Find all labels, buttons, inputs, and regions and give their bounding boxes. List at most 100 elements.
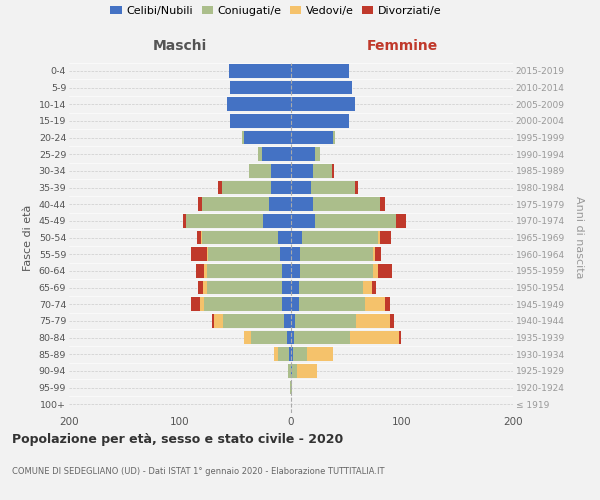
Text: Maschi: Maschi — [153, 40, 207, 54]
Bar — [300, 248, 373, 261]
Bar — [292, 364, 296, 378]
Bar — [311, 180, 355, 194]
Bar — [291, 348, 293, 361]
Bar — [222, 180, 271, 194]
Bar — [196, 264, 205, 278]
Bar — [316, 214, 397, 228]
Text: Popolazione per età, sesso e stato civile - 2020: Popolazione per età, sesso e stato civil… — [12, 432, 343, 446]
Bar — [212, 314, 214, 328]
Bar — [271, 180, 291, 194]
Bar — [197, 230, 201, 244]
Bar — [291, 180, 311, 194]
Bar — [385, 298, 390, 311]
Bar — [280, 248, 291, 261]
Bar — [380, 198, 385, 211]
Bar — [291, 298, 299, 311]
Bar — [398, 330, 401, 344]
Bar — [201, 230, 202, 244]
Legend: Celibi/Nubili, Coniugati/e, Vedovi/e, Divorziati/e: Celibi/Nubili, Coniugati/e, Vedovi/e, Di… — [110, 6, 442, 16]
Bar — [376, 248, 381, 261]
Bar — [295, 330, 350, 344]
Bar — [258, 148, 262, 161]
Bar — [293, 348, 307, 361]
Bar — [291, 264, 300, 278]
Bar — [278, 348, 289, 361]
Bar — [242, 130, 244, 144]
Bar — [390, 314, 394, 328]
Bar — [302, 230, 377, 244]
Bar — [263, 214, 291, 228]
Bar — [206, 264, 282, 278]
Bar — [230, 114, 291, 128]
Bar — [202, 198, 269, 211]
Bar — [332, 164, 334, 177]
Bar — [218, 180, 222, 194]
Bar — [299, 298, 365, 311]
Bar — [291, 364, 292, 378]
Y-axis label: Anni di nascita: Anni di nascita — [574, 196, 584, 278]
Bar — [289, 348, 291, 361]
Bar — [249, 164, 271, 177]
Bar — [287, 364, 291, 378]
Bar — [203, 280, 206, 294]
Bar — [313, 198, 380, 211]
Bar — [262, 148, 291, 161]
Bar — [291, 148, 316, 161]
Bar — [295, 314, 356, 328]
Bar — [377, 230, 380, 244]
Bar — [316, 148, 320, 161]
Bar — [313, 164, 332, 177]
Bar — [227, 98, 291, 111]
Bar — [291, 248, 300, 261]
Bar — [205, 298, 282, 311]
Bar — [291, 280, 299, 294]
Bar — [291, 98, 355, 111]
Bar — [291, 80, 352, 94]
Bar — [291, 230, 302, 244]
Text: COMUNE DI SEDEGLIANO (UD) - Dati ISTAT 1° gennaio 2020 - Elaborazione TUTTITALIA: COMUNE DI SEDEGLIANO (UD) - Dati ISTAT 1… — [12, 468, 385, 476]
Bar — [291, 164, 313, 177]
Bar — [284, 314, 291, 328]
Bar — [333, 130, 335, 144]
Bar — [269, 198, 291, 211]
Bar — [373, 248, 376, 261]
Bar — [206, 248, 208, 261]
Bar — [251, 330, 287, 344]
Bar — [363, 280, 372, 294]
Bar — [291, 198, 313, 211]
Bar — [214, 314, 223, 328]
Bar — [230, 80, 291, 94]
Bar — [291, 314, 295, 328]
Bar — [223, 314, 284, 328]
Bar — [278, 230, 291, 244]
Bar — [300, 264, 373, 278]
Bar — [191, 298, 200, 311]
Bar — [200, 298, 205, 311]
Bar — [296, 364, 317, 378]
Bar — [290, 380, 291, 394]
Bar — [350, 330, 398, 344]
Bar — [205, 264, 206, 278]
Bar — [373, 264, 377, 278]
Bar — [244, 130, 291, 144]
Bar — [291, 64, 349, 78]
Bar — [206, 280, 282, 294]
Bar — [202, 230, 278, 244]
Bar — [282, 264, 291, 278]
Bar — [208, 248, 280, 261]
Bar — [198, 198, 202, 211]
Text: Femmine: Femmine — [367, 40, 437, 54]
Bar — [291, 330, 295, 344]
Bar — [377, 264, 392, 278]
Bar — [282, 298, 291, 311]
Bar — [287, 330, 291, 344]
Bar — [185, 214, 263, 228]
Y-axis label: Fasce di età: Fasce di età — [23, 204, 33, 270]
Bar — [229, 64, 291, 78]
Bar — [291, 214, 316, 228]
Bar — [307, 348, 333, 361]
Bar — [291, 114, 349, 128]
Bar — [356, 314, 390, 328]
Bar — [372, 280, 376, 294]
Bar — [291, 380, 292, 394]
